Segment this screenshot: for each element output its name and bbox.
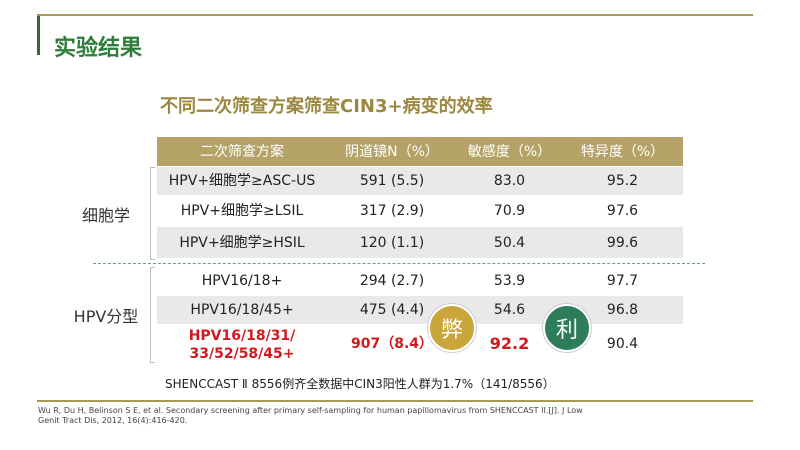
table-header-bg: [157, 137, 683, 166]
cell: 294 (2.7): [359, 272, 425, 289]
row-bg: [157, 227, 683, 258]
bottom-rule: [37, 400, 753, 402]
cell: 97.7: [606, 272, 639, 289]
row-label: HPV16/18+: [157, 267, 327, 294]
cell: 53.9: [493, 272, 526, 289]
row-bg: [157, 167, 683, 195]
row-bg: [157, 267, 683, 294]
row-bg: [157, 197, 683, 225]
row-label-line: HPV+细胞学≥ASC-US: [168, 173, 316, 189]
group-bracket: [150, 267, 155, 363]
cell: 96.8: [606, 302, 639, 318]
cell: 120 (1.1): [359, 234, 425, 251]
column-header: 二次筛查方案: [200, 143, 284, 160]
table-title: 不同二次筛查方案筛查CIN3+病变的效率: [160, 96, 493, 117]
row-label: HPV+细胞学≥LSIL: [157, 197, 327, 225]
reference: Wu R, Du H, Belinson S E, et al. Seconda…: [38, 406, 583, 426]
group-label: HPV分型: [73, 307, 139, 326]
cell: 907（8.4）: [350, 335, 434, 352]
row-bg: [157, 296, 683, 324]
accent-bar: [37, 15, 40, 55]
row-label-line: 33/52/58/45+: [189, 345, 295, 362]
row-bg: [157, 326, 683, 361]
cell: 70.9: [493, 203, 526, 219]
cell: 97.6: [606, 203, 639, 219]
cell: 475 (4.4): [359, 302, 425, 318]
cell: 54.6: [493, 302, 526, 318]
group-divider: [93, 263, 705, 264]
row-label-line: HPV16/18/31/: [188, 327, 296, 344]
row-label-line: HPV16/18/45+: [190, 302, 294, 318]
cell: 92.2: [489, 333, 530, 353]
top-rule: [37, 14, 753, 16]
cell: 317 (2.9): [359, 203, 425, 219]
group-bracket: [150, 167, 155, 260]
group-label: 细胞学: [81, 205, 130, 225]
column-header: 阴道镜N（%）: [345, 143, 439, 160]
cell: 99.6: [606, 234, 639, 251]
row-label: HPV16/18/45+: [157, 296, 327, 324]
row-label-line: HPV+细胞学≥LSIL: [180, 203, 304, 219]
reference-line: Wu R, Du H, Belinson S E, et al. Seconda…: [38, 406, 583, 415]
cell: 90.4: [606, 335, 639, 352]
row-label-line: HPV+细胞学≥HSIL: [179, 234, 305, 251]
row-label: HPV+细胞学≥ASC-US: [157, 167, 327, 195]
row-label-line: HPV16/18+: [201, 272, 283, 289]
badge: 利: [543, 304, 591, 352]
note: SHENCCAST Ⅱ 8556例齐全数据中CIN3阳性人群为1.7%（141/…: [165, 377, 555, 391]
slide-title: 实验结果: [54, 36, 143, 61]
row-label: HPV16/18/31/33/52/58/45+: [157, 326, 327, 363]
badge: 弊: [428, 304, 476, 352]
column-header: 敏感度（%）: [467, 143, 552, 160]
cell: 591 (5.5): [359, 173, 425, 189]
column-header: 特异度（%）: [580, 143, 665, 160]
cell: 50.4: [493, 234, 526, 251]
cell: 95.2: [606, 173, 639, 189]
cell: 83.0: [493, 173, 526, 189]
reference-line: Genit Tract Dis, 2012, 16(4):416-420.: [38, 416, 188, 425]
row-label: HPV+细胞学≥HSIL: [157, 227, 327, 258]
